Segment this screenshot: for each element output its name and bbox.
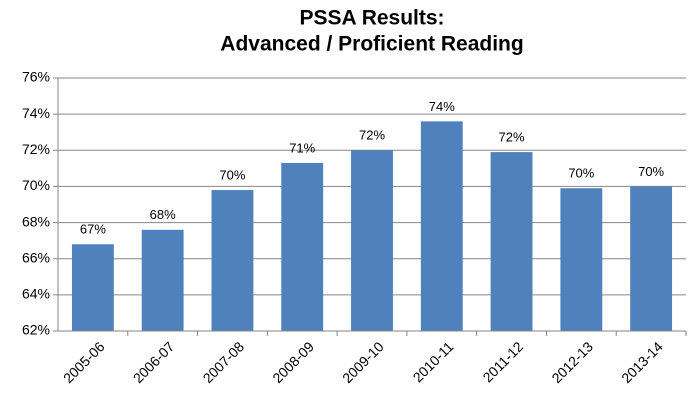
bar	[71, 244, 114, 331]
y-tick-label: 76%	[22, 69, 50, 85]
y-tick-label: 72%	[22, 141, 50, 157]
x-tick-label: 2010-11	[410, 338, 457, 385]
y-tick-label: 70%	[22, 177, 50, 193]
value-label: 70%	[219, 167, 245, 182]
bar	[281, 162, 324, 331]
x-tick-label: 2007-08	[200, 338, 248, 386]
value-label: 72%	[359, 128, 385, 143]
x-tick-label: 2006-07	[130, 338, 178, 386]
value-label: 72%	[499, 130, 525, 145]
y-tick-label: 68%	[22, 213, 50, 229]
y-tick-label: 66%	[22, 249, 50, 265]
bar	[211, 190, 254, 331]
y-tick-label: 64%	[22, 286, 50, 302]
value-label: 70%	[568, 166, 594, 181]
value-label: 70%	[638, 164, 664, 179]
y-tick-label: 62%	[22, 322, 50, 338]
bar	[351, 150, 393, 331]
value-label: 67%	[80, 222, 106, 237]
value-label: 68%	[150, 207, 176, 222]
bar	[560, 188, 603, 331]
bar	[490, 152, 533, 331]
bar	[141, 229, 184, 331]
chart-title: Advanced / Proficient Reading	[220, 33, 523, 56]
x-tick-label: 2011-12	[479, 338, 526, 385]
x-tick-label: 2012-13	[548, 338, 596, 386]
y-tick-label: 74%	[22, 105, 50, 121]
bar	[420, 121, 463, 331]
x-tick-label: 2013-14	[618, 338, 666, 386]
chart-title: PSSA Results:	[299, 7, 444, 30]
value-label: 71%	[289, 140, 315, 155]
x-tick-label: 2008-09	[269, 338, 317, 386]
x-tick-label: 2005-06	[60, 338, 108, 386]
value-label: 74%	[429, 99, 455, 114]
bar	[630, 186, 673, 331]
x-tick-label: 2009-10	[339, 338, 387, 386]
